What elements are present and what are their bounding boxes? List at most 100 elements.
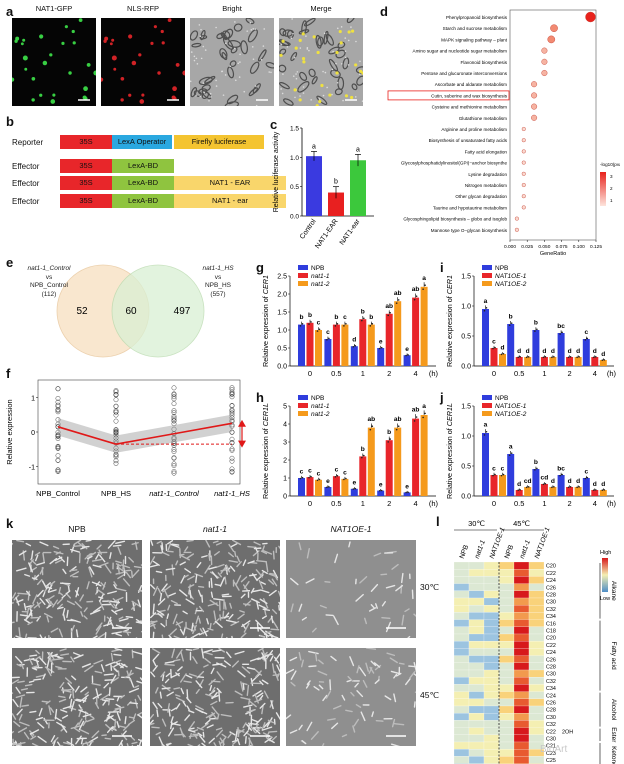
x-unit: (h)	[429, 499, 439, 508]
nucleus-dot	[128, 34, 133, 39]
x-tick-label: 0.5	[331, 499, 341, 508]
wax-crystal	[89, 714, 95, 719]
wax-crystal	[39, 657, 47, 666]
sem-column-title: nat1-1	[202, 524, 228, 534]
bar	[298, 478, 305, 496]
stomata-shape	[252, 83, 261, 94]
wax-crystal	[211, 691, 218, 700]
y-tick-label: 0.5	[290, 184, 299, 191]
wax-crystal	[230, 620, 240, 627]
replicate-dot	[310, 475, 312, 478]
heatmap-cell	[483, 633, 500, 642]
replicate-dot	[424, 284, 426, 287]
bar	[582, 478, 590, 496]
stomata-shape	[279, 81, 290, 90]
heatmap-cell	[453, 698, 470, 707]
wax-crystal	[150, 713, 155, 720]
legend-swatch	[298, 403, 308, 408]
significance-letter: c	[317, 320, 321, 327]
term-label: Fatty acid elongation	[465, 149, 508, 154]
wax-crystal	[305, 683, 310, 689]
wax-crystal	[353, 718, 360, 727]
wax-crystal	[43, 717, 48, 725]
legend-low: Low	[600, 596, 610, 602]
significance-letter: d	[593, 481, 597, 488]
nucleus-dot	[150, 41, 154, 45]
y-tick-label: 1.0	[277, 328, 287, 335]
wax-crystal	[209, 622, 212, 630]
heatmap-cell	[528, 669, 545, 678]
wax-crystal	[89, 566, 95, 575]
term-label: MAPK signaling pathway – plant	[441, 37, 508, 42]
bar	[566, 487, 574, 496]
wax-crystal	[92, 635, 98, 638]
wax-crystal	[184, 568, 192, 574]
replicate-dot	[326, 486, 328, 489]
wax-crystal	[325, 690, 331, 699]
wax-crystal	[175, 696, 186, 703]
wax-crystal	[219, 737, 227, 745]
replicate-dot	[422, 288, 424, 290]
column-label: NPB	[459, 544, 471, 560]
stomata-shape	[221, 52, 228, 61]
wax-crystal	[105, 661, 116, 667]
gene-point	[229, 446, 235, 452]
legend-label: nat1-2	[311, 281, 330, 288]
stomata-shape	[204, 75, 216, 84]
replicate-dot	[318, 328, 321, 331]
heatmap-cell	[453, 641, 470, 649]
sem-image	[286, 648, 416, 746]
wax-crystal	[186, 705, 190, 711]
wax-crystal	[308, 665, 317, 668]
wax-crystal	[414, 691, 416, 693]
panel-h-label: h	[256, 390, 264, 405]
replicate-dot	[369, 428, 372, 431]
nucleus-dot	[68, 71, 72, 75]
wax-crystal	[231, 540, 242, 546]
wax-crystal	[16, 741, 26, 745]
cell-speck	[224, 74, 227, 76]
wax-crystal	[138, 738, 142, 742]
heatmap-cell	[513, 713, 530, 721]
wax-crystal	[88, 736, 99, 743]
wax-crystal	[158, 736, 164, 746]
wax-crystal	[137, 620, 142, 623]
wax-crystal	[106, 726, 114, 734]
gene-point	[229, 389, 235, 395]
wax-crystal	[62, 613, 66, 621]
wax-crystal	[186, 697, 192, 704]
significance-letter: ab	[394, 290, 402, 297]
wax-crystal	[215, 542, 223, 546]
wax-crystal	[240, 632, 247, 638]
wax-crystal	[138, 739, 142, 746]
wax-crystal	[393, 722, 405, 726]
wax-crystal	[91, 730, 100, 739]
wax-crystal	[50, 735, 56, 743]
wax-crystal	[183, 574, 189, 578]
heatmap-cell	[483, 590, 500, 599]
cell-speck	[355, 40, 357, 43]
wax-crystal	[81, 543, 88, 550]
wax-crystal	[345, 709, 353, 713]
wax-crystal	[79, 728, 90, 735]
heatmap-cell	[483, 705, 500, 714]
wax-crystal	[179, 548, 182, 559]
replicate-dot	[318, 478, 321, 481]
replicate-dot	[578, 486, 580, 488]
wax-crystal	[185, 648, 193, 651]
wax-crystal	[96, 588, 106, 596]
replicate-dot	[397, 299, 400, 301]
replicate-dot	[544, 482, 547, 485]
heatmap-cell	[513, 734, 530, 743]
stomata-shape	[199, 35, 208, 40]
heatmap-cell	[528, 576, 545, 584]
replicate-dot	[422, 416, 424, 419]
replicate-dot	[354, 487, 357, 490]
nucleus-dot	[24, 67, 28, 71]
wax-crystal	[45, 582, 51, 587]
gene-point	[55, 453, 61, 459]
gene-point	[113, 409, 119, 415]
wax-crystal	[413, 672, 416, 677]
wax-crystal	[62, 705, 73, 710]
wax-crystal	[391, 718, 396, 728]
